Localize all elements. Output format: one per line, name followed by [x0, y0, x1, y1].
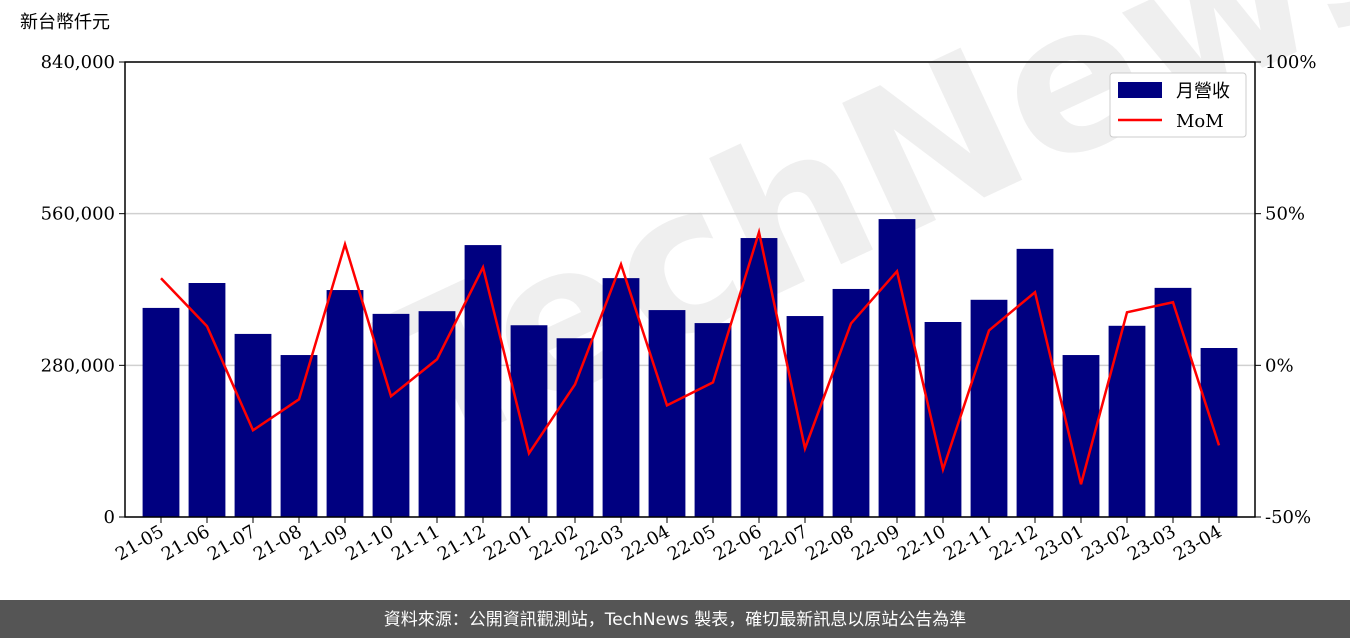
y-axis-label: 新台幣仟元 — [20, 12, 110, 33]
y2-tick-label: 50% — [1265, 204, 1305, 225]
bar — [602, 278, 640, 517]
bar — [234, 333, 272, 517]
bar — [878, 219, 916, 518]
bar — [188, 283, 226, 517]
bar — [372, 313, 410, 517]
x-tick-label: 22-10 — [894, 521, 949, 565]
bar — [326, 290, 364, 517]
x-tick-label: 21-11 — [388, 521, 443, 565]
plot-frame — [124, 61, 1256, 518]
bar — [510, 325, 548, 517]
bar — [924, 322, 962, 517]
x-tick-label: 22-03 — [572, 521, 627, 565]
x-tick-label: 23-03 — [1124, 521, 1179, 565]
y-tick-label: 840,000 — [41, 52, 115, 73]
bar — [1016, 248, 1054, 517]
legend-label: 月營收 — [1176, 81, 1230, 102]
x-tick-label: 21-06 — [158, 521, 213, 565]
x-tick-label: 22-04 — [618, 521, 673, 565]
x-tick-label: 22-08 — [802, 521, 857, 565]
line — [160, 227, 1221, 485]
bar — [464, 245, 502, 518]
bar — [1108, 325, 1146, 517]
x-tick-label: 21-10 — [342, 521, 397, 565]
bar — [556, 338, 594, 517]
x-tick-label: 22-07 — [756, 521, 811, 565]
y-tick-label: 560,000 — [41, 204, 115, 225]
bar — [1200, 348, 1238, 517]
x-tick-label: 22-06 — [710, 521, 765, 565]
x-tick-label: 22-01 — [480, 521, 535, 565]
x-tick-label: 21-09 — [296, 521, 351, 565]
y2-tick-label: -50% — [1265, 507, 1311, 528]
x-tick-label: 23-01 — [1032, 521, 1087, 565]
x-tick-label: 21-05 — [112, 521, 167, 565]
x-tick-label: 22-02 — [526, 521, 581, 565]
x-tick-label: 21-07 — [204, 521, 259, 565]
bar — [740, 238, 778, 517]
y2-tick-label: 0% — [1265, 355, 1294, 376]
bar — [1154, 287, 1192, 517]
bar — [418, 311, 456, 517]
x-tick-label: 22-09 — [848, 521, 903, 565]
y2-tick-label: 100% — [1265, 52, 1316, 73]
bar — [648, 310, 686, 517]
x-tick-label: 21-08 — [250, 521, 305, 565]
legend-label: MoM — [1176, 111, 1224, 132]
x-tick-label: 23-04 — [1170, 521, 1225, 565]
x-tick-label: 21-12 — [434, 521, 489, 565]
footer-bar — [0, 600, 1350, 638]
x-tick-label: 23-02 — [1078, 521, 1133, 565]
y-tick-label: 280,000 — [41, 355, 115, 376]
legend-swatch — [1118, 82, 1162, 98]
bar — [694, 323, 732, 517]
footer: 資料來源：公開資訊觀測站，TechNews 製表，確切最新訊息以原站公告為準 — [384, 610, 966, 630]
x-tick-label: 22-12 — [986, 521, 1041, 565]
bar — [142, 307, 180, 517]
x-tick-label: 22-11 — [940, 521, 995, 565]
bar — [280, 355, 318, 517]
bar — [970, 299, 1008, 517]
y-tick-label: 0 — [104, 507, 115, 528]
x-tick-label: 22-05 — [664, 521, 719, 565]
